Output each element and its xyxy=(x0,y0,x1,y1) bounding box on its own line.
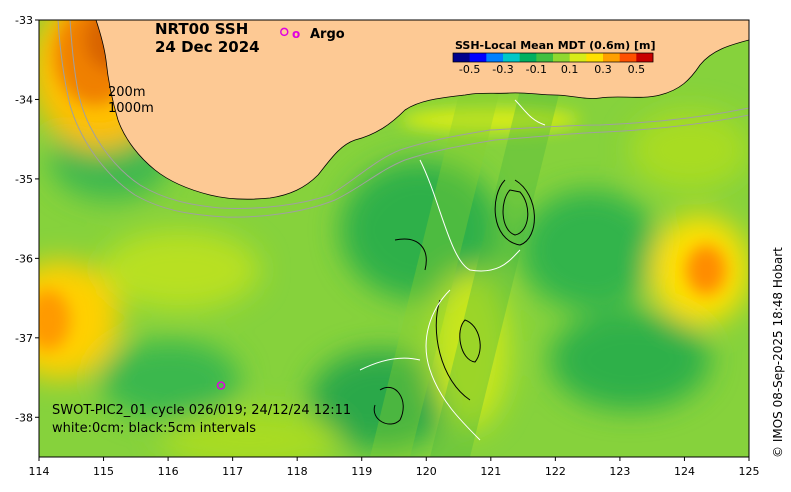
argo-floats xyxy=(216,27,289,390)
x-axis: 114 115 116 117 118 119 120 121 122 123 124 125 xyxy=(29,457,760,478)
x-tick-label: 116 xyxy=(158,465,179,478)
colorbar-swatch xyxy=(469,53,487,62)
credit-text: © IMOS 08-Sep-2025 18:48 Hobart xyxy=(771,247,785,458)
colorbar-title: SSH-Local Mean MDT (0.6m) [m] xyxy=(455,39,655,52)
x-tick-label: 123 xyxy=(609,465,630,478)
colorbar-swatch xyxy=(553,53,570,62)
x-tick-label: 115 xyxy=(93,465,114,478)
colorbar-swatch xyxy=(519,53,537,62)
colorbar-swatch xyxy=(453,53,470,62)
x-tick-label: 118 xyxy=(287,465,308,478)
contour-white-1 xyxy=(419,159,521,272)
contour-white-4 xyxy=(514,99,546,126)
colorbar-swatch xyxy=(619,53,637,62)
swot-swath-east xyxy=(430,90,560,457)
isobath-label-1000m: 1000m xyxy=(108,101,154,116)
x-tick-label: 114 xyxy=(29,465,50,478)
title-date: 24 Dec 2024 xyxy=(155,38,260,56)
colorbar-tick-label: 0.5 xyxy=(628,63,646,76)
colorbar-tick-label: -0.1 xyxy=(526,63,547,76)
argo-float-marker xyxy=(216,381,226,390)
colorbar-tick-label: -0.3 xyxy=(492,63,513,76)
x-tick-label: 117 xyxy=(222,465,243,478)
contour-white-3 xyxy=(359,357,421,371)
ssh-mid-south xyxy=(160,410,340,457)
contour-black-5 xyxy=(373,386,404,425)
colorbar-swatch xyxy=(486,53,504,62)
argo-legend-marker: o xyxy=(292,27,300,41)
x-tick-label: 119 xyxy=(351,465,372,478)
x-tick-label: 125 xyxy=(739,465,760,478)
contour-black-1 xyxy=(502,189,529,236)
colorbar-ticks: -0.5 -0.3 -0.1 0.1 0.3 0.5 xyxy=(459,63,645,76)
colorbar-swatch xyxy=(569,53,587,62)
y-tick-label: -35 xyxy=(15,173,33,186)
ssh-mid-central xyxy=(430,270,510,430)
isobath-200m xyxy=(69,20,749,209)
colorbar-tick-label: -0.5 xyxy=(459,63,480,76)
isobath-label-200m: 200m xyxy=(108,85,145,100)
x-tick-label: 122 xyxy=(545,465,566,478)
y-tick-label: -38 xyxy=(15,411,33,424)
title-product: NRT00 SSH xyxy=(155,20,248,38)
colorbar-swatches xyxy=(453,53,654,62)
y-tick-label: -34 xyxy=(15,93,33,106)
x-tick-label: 121 xyxy=(480,465,501,478)
colorbar-tick-label: 0.1 xyxy=(561,63,579,76)
swot-caption-line1: SWOT-PIC2_01 cycle 026/019; 24/12/24 12:… xyxy=(52,403,351,418)
swot-swath-west xyxy=(370,90,500,457)
swot-swaths xyxy=(370,90,560,457)
argo-float-marker xyxy=(280,27,289,37)
colorbar-swatch xyxy=(636,53,654,62)
colorbar-frame xyxy=(452,52,654,63)
contour-black-4 xyxy=(435,299,471,401)
australia-landmass xyxy=(95,20,749,200)
ssh-low-central xyxy=(340,160,500,300)
ssh-low-east xyxy=(520,190,660,310)
x-tick-label: 124 xyxy=(674,465,695,478)
swot-contours xyxy=(359,99,546,441)
ssh-mid-east xyxy=(630,110,749,190)
y-tick-label: -33 xyxy=(15,14,33,27)
contour-white-2 xyxy=(425,289,481,441)
colorbar-tick-label: 0.3 xyxy=(594,63,612,76)
map-frame xyxy=(38,19,750,458)
y-tick-label: -37 xyxy=(15,332,33,345)
contour-black-3 xyxy=(459,319,481,363)
ssh-low-south xyxy=(310,350,450,450)
eddy-core-east xyxy=(686,245,726,295)
colorbar: SSH-Local Mean MDT (0.6m) [m] -0.5 -0.3 -0… xyxy=(452,39,655,76)
y-tick-label: -36 xyxy=(15,252,33,265)
y-axis: -33 -34 -35 -36 -37 -38 xyxy=(15,14,39,424)
x-tick-label: 120 xyxy=(416,465,437,478)
colorbar-swatch xyxy=(586,53,604,62)
eddy-core-leeuwin xyxy=(400,108,580,132)
map-area xyxy=(39,20,749,457)
isobath-1000m xyxy=(57,20,749,218)
argo-legend: o Argo xyxy=(292,27,345,42)
eddy-core-west xyxy=(39,290,70,350)
contour-black-2 xyxy=(494,179,535,246)
ssh-high-west xyxy=(39,260,120,380)
colorbar-swatch xyxy=(503,53,520,62)
colorbar-swatch xyxy=(536,53,554,62)
ssh-mid-west xyxy=(100,230,260,310)
contour-black-6 xyxy=(394,238,427,271)
swot-caption-line2: white:0cm; black:5cm intervals xyxy=(52,421,256,436)
colorbar-swatch xyxy=(603,53,620,62)
argo-legend-label: Argo xyxy=(310,27,345,42)
isobath-lines xyxy=(57,20,749,218)
ssh-low-southwest xyxy=(100,340,240,420)
ssh-low-southeast xyxy=(550,310,710,410)
